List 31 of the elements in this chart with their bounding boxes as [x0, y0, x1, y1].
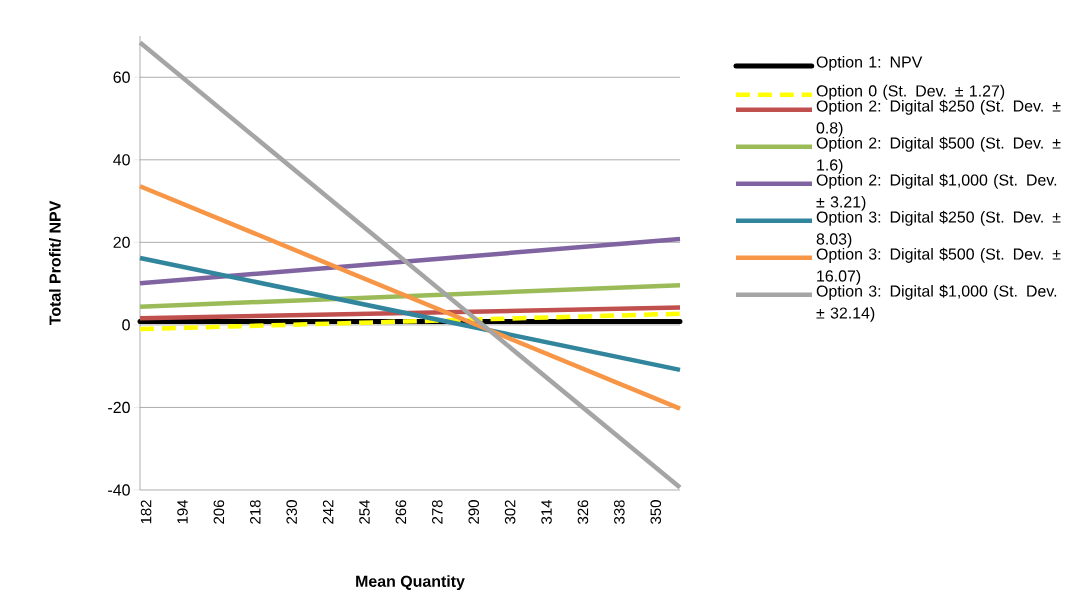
x-tick-label: 314: [541, 499, 552, 524]
x-tick-label: 290: [468, 500, 479, 524]
y-tick-label: 20: [113, 236, 130, 248]
x-axis-title: Mean Quantity: [356, 575, 465, 591]
legend-label: Option 0 (St. Dev. ± 1.27): [816, 84, 1005, 100]
y-tick-label: -20: [108, 401, 130, 414]
legend-label: Option 2: Digital $1,000 (St. Dev. ± 3.21): [816, 173, 1057, 211]
legend-label: Option 2: Digital $250 (St. Dev. ± 0.8): [816, 99, 1061, 137]
y-tick-label: -40: [108, 484, 130, 496]
x-tick-label: 194: [177, 499, 188, 524]
x-tick-label: 230: [286, 500, 297, 524]
legend-label: Option 1: NPV: [816, 55, 923, 71]
x-tick-label: 254: [359, 499, 370, 524]
legend-label: Option 3: Digital $250 (St. Dev. ± 8.03): [816, 210, 1061, 248]
x-tick-label: 206: [213, 500, 225, 524]
x-tick-label: 326: [577, 500, 589, 524]
y-tick-label: 0: [122, 319, 130, 331]
legend-label: Option 3: Digital $500 (St. Dev. ± 16.07): [816, 247, 1061, 285]
x-tick-label: 242: [322, 500, 334, 524]
legend-label: Option 3: Digital $1,000 (St. Dev. ± 32.14): [816, 284, 1057, 322]
x-tick-label: 350: [650, 500, 662, 524]
legend-label: Option 2: Digital $500 (St. Dev. ± 1.6): [816, 136, 1061, 174]
x-tick-label: 302: [504, 500, 516, 524]
x-tick-label: 278: [432, 500, 443, 524]
x-tick-label: 338: [614, 500, 625, 524]
x-tick-label: 182: [140, 500, 152, 524]
x-tick-label: 266: [395, 500, 407, 524]
y-tick-label: 40: [113, 154, 130, 166]
x-tick-label: 218: [250, 500, 261, 524]
y-tick-label: 60: [113, 71, 130, 83]
y-axis-title: Total Profit/ NPV: [49, 200, 61, 326]
